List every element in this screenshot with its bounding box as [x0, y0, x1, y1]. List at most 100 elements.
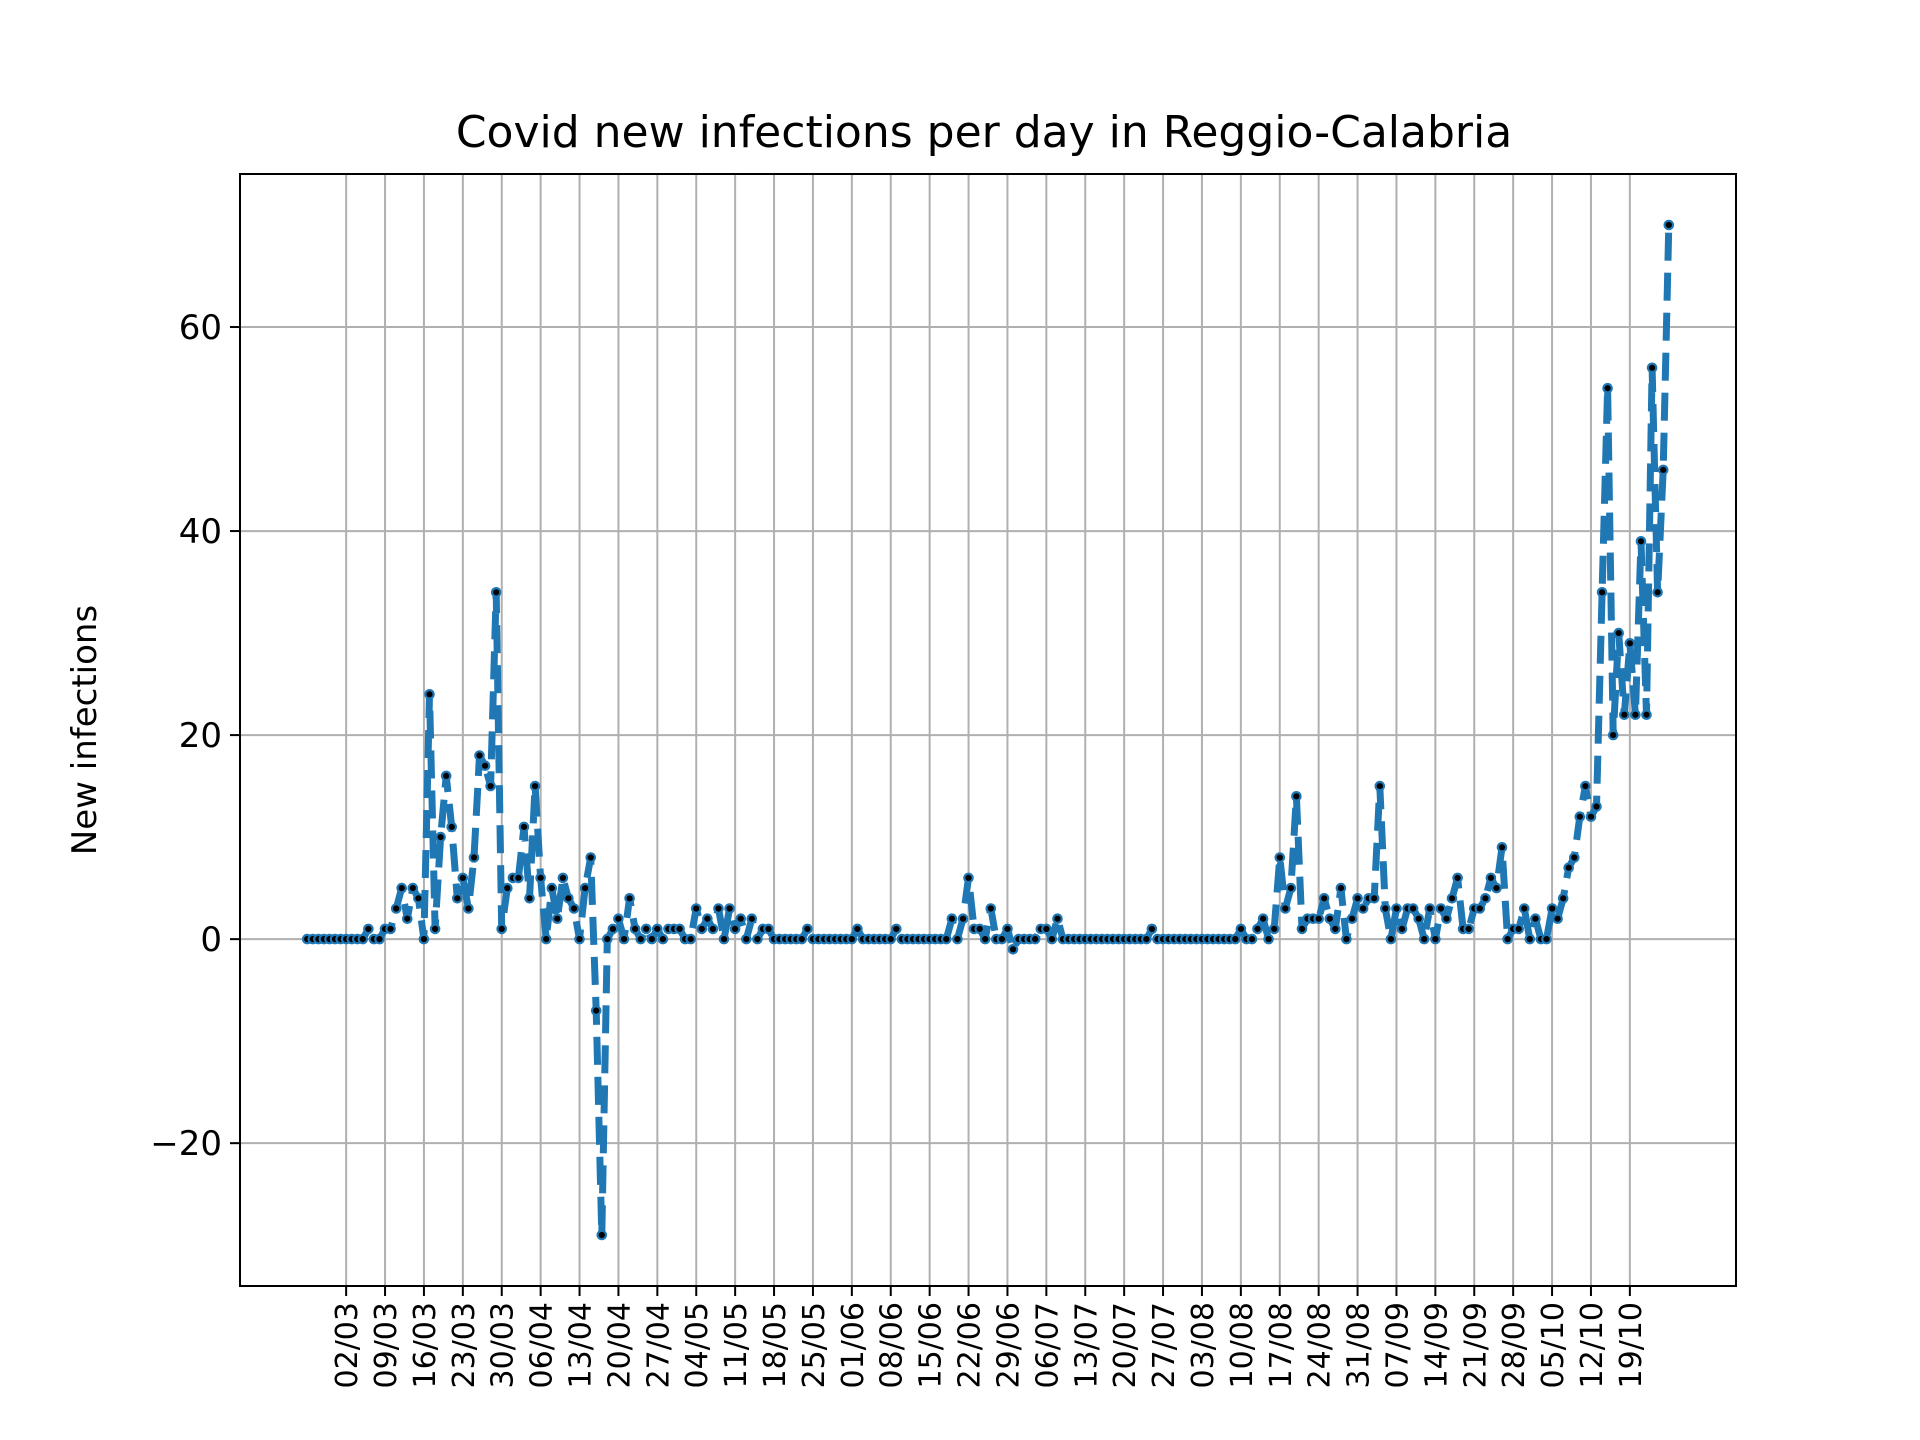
data-point: [1546, 903, 1558, 914]
y-tick-label: 40: [179, 512, 222, 552]
data-point: [474, 750, 485, 761]
data-point: [1274, 852, 1286, 863]
data-point: [1380, 903, 1391, 914]
data-point: [1530, 913, 1541, 924]
y-tick-label: 20: [179, 716, 222, 756]
data-point: [390, 903, 402, 914]
data-point: [479, 760, 491, 771]
chart-title: Covid new infections per day in Reggio-C…: [456, 107, 1512, 158]
data-point: [1607, 729, 1619, 741]
x-tick-label: 02/03: [330, 1302, 365, 1388]
data-point: [651, 923, 663, 935]
x-tick-label: 22/06: [953, 1302, 988, 1388]
data-point: [1663, 219, 1675, 231]
data-point: [618, 933, 630, 945]
data-point: [418, 933, 430, 945]
x-tick-label: 09/03: [369, 1302, 404, 1388]
data-point: [1374, 780, 1386, 792]
data-point: [1146, 923, 1158, 935]
x-tick-label: 27/07: [1147, 1302, 1182, 1388]
data-point: [952, 933, 963, 945]
data-point: [1341, 933, 1352, 945]
data-point: [590, 1005, 602, 1016]
data-point: [1424, 903, 1436, 914]
data-point: [613, 913, 624, 924]
data-point: [1474, 903, 1486, 914]
data-point: [574, 933, 585, 945]
x-tick-label: 06/04: [525, 1302, 560, 1388]
data-point: [513, 872, 524, 884]
data-point: [1335, 882, 1347, 894]
data-point: [1563, 862, 1574, 873]
data-point: [457, 872, 469, 884]
data-point: [468, 852, 480, 863]
data-point: [1513, 923, 1524, 935]
x-tick-label: 01/06: [836, 1302, 871, 1388]
data-point: [435, 831, 446, 843]
x-tick-label: 18/05: [758, 1302, 793, 1388]
data-point: [1624, 637, 1636, 649]
data-point: [946, 913, 958, 924]
data-point: [1141, 933, 1152, 945]
data-point: [1463, 923, 1474, 935]
data-point: [1574, 811, 1586, 822]
data-point: [440, 770, 452, 782]
data-point: [446, 821, 457, 833]
data-point: [518, 821, 530, 833]
data-point: [1635, 535, 1647, 547]
data-point: [1007, 943, 1019, 955]
data-point: [451, 892, 463, 904]
data-point: [1502, 933, 1513, 945]
data-point: [490, 586, 502, 598]
data-point: [802, 923, 813, 935]
data-point: [568, 903, 580, 914]
x-tick-label: 11/05: [719, 1302, 754, 1388]
data-point: [1413, 913, 1424, 924]
data-point: [763, 923, 774, 935]
x-tick-label: 16/03: [408, 1302, 443, 1388]
data-point: [974, 923, 985, 935]
data-point: [635, 933, 646, 945]
data-point: [1491, 882, 1502, 894]
data-point: [1368, 892, 1380, 904]
data-point: [1496, 841, 1508, 853]
data-point: [1285, 882, 1297, 894]
x-tick-label: 20/04: [602, 1302, 637, 1388]
y-tick-label: −20: [150, 1124, 222, 1164]
data-point: [718, 933, 730, 945]
x-tick-label: 23/03: [447, 1302, 482, 1388]
data-point: [1230, 933, 1241, 945]
data-point: [1657, 464, 1669, 476]
data-point: [429, 923, 441, 935]
data-point: [524, 892, 535, 904]
data-point: [674, 923, 685, 935]
data-point: [374, 933, 385, 945]
data-point: [1257, 913, 1269, 924]
data-point: [1318, 892, 1330, 904]
data-point: [485, 780, 496, 792]
data-point: [424, 688, 435, 700]
x-tick-label: 21/09: [1458, 1302, 1493, 1388]
data-point: [357, 933, 369, 945]
data-point: [535, 872, 546, 884]
data-point: [1485, 872, 1497, 884]
data-point: [796, 933, 808, 945]
data-point: [607, 923, 619, 935]
data-point: [1519, 903, 1530, 914]
x-tick-label: 08/06: [875, 1302, 910, 1388]
data-point: [1235, 923, 1247, 935]
data-point: [496, 923, 507, 935]
data-point: [729, 923, 741, 935]
x-tick-label: 15/06: [914, 1302, 949, 1388]
data-point: [585, 852, 596, 863]
data-point: [463, 903, 474, 914]
x-tick-label: 04/05: [680, 1302, 715, 1388]
data-point: [1330, 923, 1341, 935]
data-point: [1352, 892, 1363, 904]
data-point: [1652, 586, 1663, 598]
data-point: [1580, 780, 1591, 792]
axis-ticks: −20 0 20 40 60 02/03 09/03 16/03 23/03 30/03 06/04…: [150, 308, 1649, 1388]
data-point: [385, 923, 396, 935]
data-point: [707, 923, 719, 935]
y-tick-label: 0: [200, 920, 222, 960]
